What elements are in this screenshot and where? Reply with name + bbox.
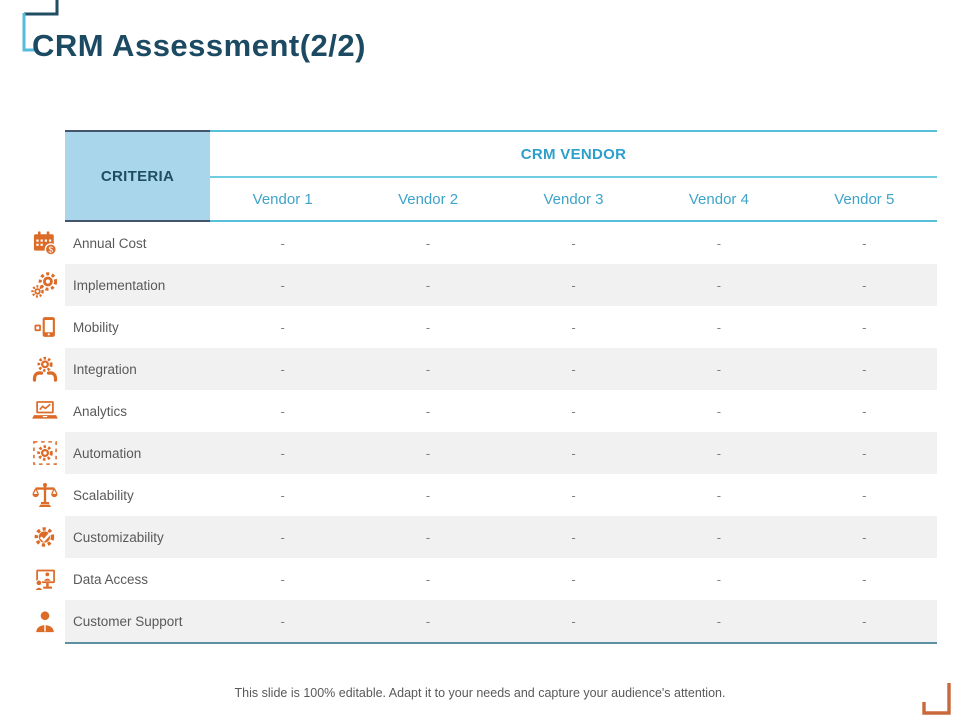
cell-value: - [571, 613, 576, 629]
table-row-mobility: Mobility - - - - - [65, 306, 937, 348]
balance-scale-icon [32, 482, 58, 508]
person-icon [36, 611, 54, 633]
cell-value: - [280, 613, 285, 629]
cell-value: - [862, 487, 867, 503]
cell-value: - [425, 319, 431, 335]
row-label: Data Access [73, 571, 149, 587]
cell-value: - [571, 277, 576, 293]
cell-value: - [571, 487, 576, 503]
cell-value: - [280, 361, 285, 377]
cell-value: - [425, 487, 431, 503]
cell-value: - [280, 571, 285, 587]
cell-value: - [280, 277, 285, 293]
gear-check-icon [34, 527, 55, 547]
table-row-scalability: Scalability - - - - - [65, 474, 937, 516]
cell-value: - [425, 235, 431, 251]
vendor-column-header-1: Vendor 1 [210, 178, 356, 222]
table-row-analytics: Analytics - - - - - [65, 390, 937, 432]
cell-value: - [716, 445, 722, 461]
table-row-customer-support: Customer Support - - - - - [65, 600, 937, 642]
row-label: Integration [73, 361, 137, 377]
row-label: Scalability [73, 487, 134, 503]
cell-value: - [716, 571, 722, 587]
row-label: Customizability [73, 529, 164, 545]
cell-value: - [425, 445, 431, 461]
row-label: Annual Cost [73, 235, 147, 251]
top-left-corner-decoration [22, 0, 59, 52]
table-body: Annual Cost - - - - - Implementation - -… [65, 222, 937, 644]
vendor-column-header-4: Vendor 4 [646, 178, 792, 222]
vendor-column-header-5: Vendor 5 [791, 178, 937, 222]
cell-value: - [280, 529, 285, 545]
cell-value: - [862, 277, 867, 293]
cell-value: - [425, 529, 431, 545]
cell-value: - [716, 361, 722, 377]
cell-value: - [862, 319, 867, 335]
mobile-phone-icon [34, 317, 55, 337]
table-row-implementation: Implementation - - - - - [65, 264, 937, 306]
cell-value: - [716, 487, 722, 503]
cell-value: - [571, 445, 576, 461]
vendor-column-header-2: Vendor 2 [355, 178, 501, 222]
criteria-icons-rail: $ [27, 222, 63, 642]
table-row-automation: Automation - - - - - [65, 432, 937, 474]
table-header: CRITERIA CRM VENDOR Vendor 1 Vendor 2 Ve… [65, 130, 937, 222]
hands-gear-icon [32, 356, 58, 382]
cell-value: - [571, 529, 576, 545]
table-row-data-access: Data Access - - - - - [65, 558, 937, 600]
cell-value: - [280, 403, 285, 419]
cell-value: - [571, 571, 576, 587]
monitor-person-icon [33, 569, 55, 591]
cell-value: - [425, 277, 431, 293]
page-title: CRM Assessment(2/2) [32, 28, 366, 63]
row-label: Analytics [73, 403, 128, 419]
row-label: Automation [73, 445, 142, 461]
cell-value: - [716, 613, 722, 629]
cell-value: - [280, 487, 285, 503]
cell-value: - [716, 277, 722, 293]
gear-selection-icon [33, 441, 57, 465]
cell-value: - [716, 529, 722, 545]
svg-text:$: $ [49, 245, 54, 254]
crm-vendor-table: CRITERIA CRM VENDOR Vendor 1 Vendor 2 Ve… [65, 130, 937, 644]
table-row-customizability: Customizability - - - - - [65, 516, 937, 558]
row-label: Implementation [73, 277, 166, 293]
cell-value: - [862, 571, 867, 587]
table-row-integration: Integration - - - - - [65, 348, 937, 390]
cell-value: - [280, 445, 285, 461]
row-label: Mobility [73, 319, 119, 335]
cell-value: - [571, 319, 576, 335]
cell-value: - [425, 613, 431, 629]
cell-value: - [425, 571, 431, 587]
cell-value: - [862, 235, 867, 251]
cell-value: - [571, 403, 576, 419]
cell-value: - [862, 613, 867, 629]
crm-vendor-group-header: CRM VENDOR [210, 130, 937, 178]
cell-value: - [425, 361, 431, 377]
cell-value: - [716, 319, 722, 335]
calendar-dollar-icon: $ [33, 231, 58, 256]
laptop-chart-icon [32, 401, 58, 419]
footer-note: This slide is 100% editable. Adapt it to… [234, 686, 726, 700]
row-label: Customer Support [73, 613, 183, 629]
cell-value: - [862, 529, 867, 545]
cell-value: - [280, 319, 285, 335]
gears-icon [31, 272, 58, 298]
criteria-header-cell: CRITERIA [65, 130, 210, 222]
cell-value: - [280, 235, 285, 251]
vendor-column-header-3: Vendor 3 [500, 178, 647, 222]
cell-value: - [716, 235, 722, 251]
cell-value: - [716, 403, 722, 419]
cell-value: - [425, 403, 431, 419]
cell-value: - [862, 403, 867, 419]
cell-value: - [571, 235, 576, 251]
cell-value: - [862, 445, 867, 461]
cell-value: - [571, 361, 576, 377]
bottom-right-corner-decoration [922, 683, 951, 715]
table-row-annual-cost: Annual Cost - - - - - [65, 222, 937, 264]
cell-value: - [862, 361, 867, 377]
